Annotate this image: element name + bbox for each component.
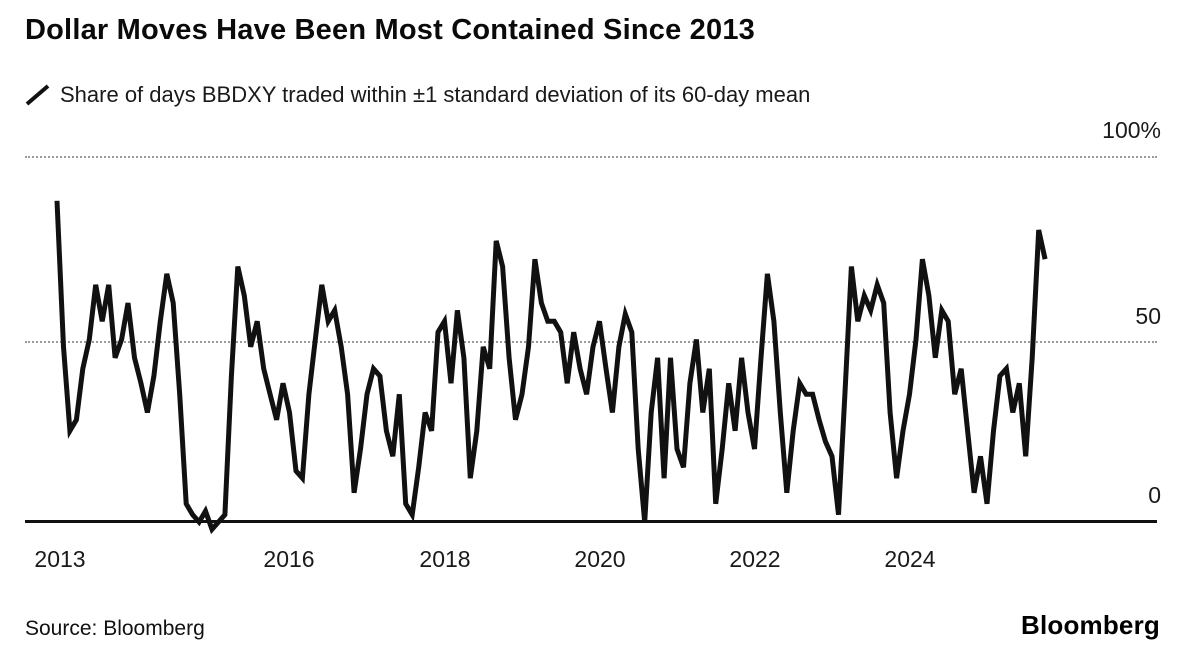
bloomberg-logo: Bloomberg (1020, 610, 1160, 640)
x-axis-label-2013: 2013 (34, 546, 86, 572)
source-note: Source: Bloomberg (25, 617, 205, 640)
line-series-icon (25, 84, 50, 106)
legend: Share of days BBDXY traded within ±1 sta… (25, 82, 810, 108)
x-axis-label-2020: 2020 (574, 546, 626, 572)
series-line (54, 200, 1048, 535)
gridline-100 (25, 156, 1157, 158)
x-axis-label-2022: 2022 (729, 546, 781, 572)
x-axis-label-2016: 2016 (263, 546, 315, 572)
x-axis-label-2024: 2024 (884, 546, 936, 572)
y-axis-label-0: 0 (1148, 482, 1161, 508)
legend-label: Share of days BBDXY traded within ±1 sta… (60, 82, 811, 107)
x-axis-line (25, 520, 1157, 523)
chart-title: Dollar Moves Have Been Most Contained Si… (25, 14, 755, 46)
gridline-50 (25, 341, 1157, 343)
x-axis-label-2018: 2018 (419, 546, 471, 572)
y-axis-label-50: 50 (1135, 303, 1161, 329)
y-axis-label-100: 100% (1102, 117, 1161, 143)
